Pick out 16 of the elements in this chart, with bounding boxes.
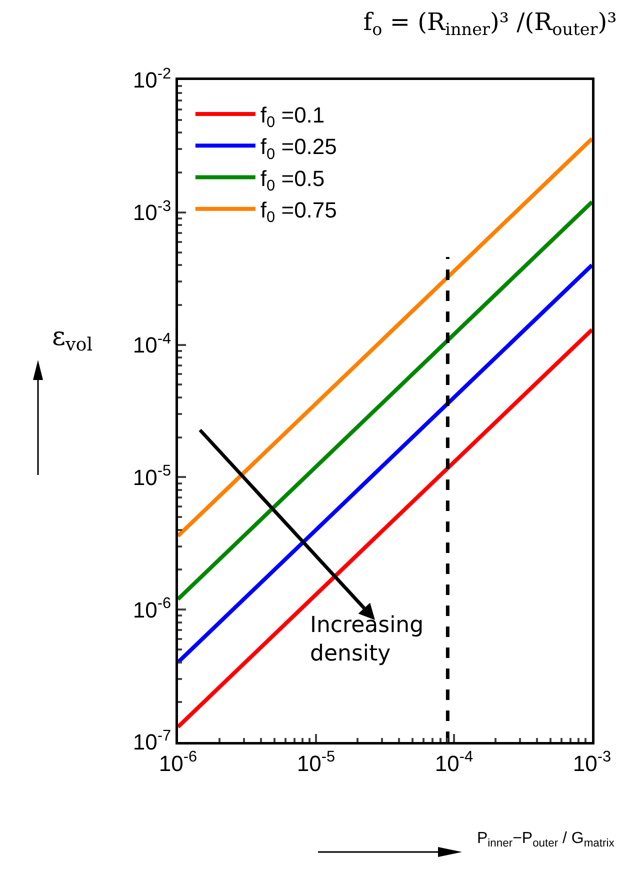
legend-label: f$_{0}$ =0.5 [260, 166, 325, 194]
legend-label: f$_{0}$ =0.1 [260, 102, 325, 132]
x-axis-title: P$_{inner}$−P$_{outer}$ / G$_{matrix}$ [477, 830, 615, 850]
y-tick-label: 10$^{-6}$ [132, 595, 172, 622]
y-tick-label: 10$^{-5}$ [132, 462, 172, 490]
x-tick-label: 10$^{-3}$ [572, 748, 612, 776]
y-tick-label: 10$^{-4}$ [132, 330, 172, 358]
x-tick-label: 10$^{-4}$ [434, 748, 474, 776]
chart-title: f$_{o}$ = (R$_{inner}$)³ /(R$_{outer}$)³ [363, 8, 617, 40]
y-tick-label: 10$^{-3}$ [132, 198, 172, 226]
legend-label: f$_{0}$ =0.25 [260, 134, 337, 163]
x-tick-label: 10$^{-5}$ [296, 748, 336, 776]
legend-label: f$_{0}$ =0.75 [260, 197, 337, 226]
annotation: Increasing density [310, 613, 424, 667]
y-tick-label: 10$^{-2}$ [132, 65, 172, 93]
y-axis-title: ε$_{vol}$ [52, 322, 93, 356]
